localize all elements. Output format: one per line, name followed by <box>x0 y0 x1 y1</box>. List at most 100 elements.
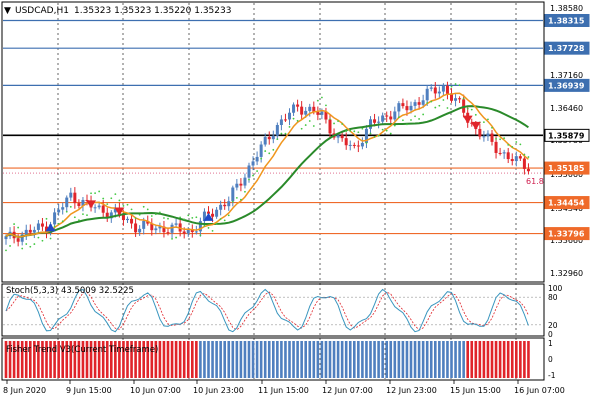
psar-dot <box>25 243 28 245</box>
trend-bar <box>219 341 222 378</box>
trend-bar <box>353 341 356 378</box>
psar-dot <box>276 138 279 141</box>
candle-body <box>373 119 377 123</box>
trend-bar <box>292 341 295 378</box>
trend-bar <box>413 341 417 378</box>
candle-body <box>385 115 389 117</box>
candle-body <box>126 218 129 221</box>
symbol-label: USDCAD,H1 <box>15 6 69 16</box>
candle-body <box>389 116 393 120</box>
candle-body <box>413 102 417 106</box>
psar-dot <box>349 129 352 132</box>
trend-bar <box>33 341 36 378</box>
psar-dot <box>260 157 263 160</box>
psar-dot <box>138 213 141 216</box>
collapse-arrow-icon[interactable]: ▼ <box>4 6 11 16</box>
trend-bar <box>8 341 12 378</box>
trend-bar <box>446 341 449 378</box>
trend-bar <box>434 341 437 378</box>
candle-body <box>142 220 146 229</box>
psar-dot <box>474 113 477 116</box>
stochastic-label: Stoch(5,3,3) 43.5009 32.5225 <box>6 286 134 296</box>
trend-bar <box>527 341 530 378</box>
psar-dot <box>523 153 526 156</box>
candle-body <box>450 93 453 101</box>
psar-dot <box>410 119 412 121</box>
trend-bar <box>316 341 320 378</box>
trend-bar <box>211 341 214 378</box>
candle-body <box>381 115 385 122</box>
trend-bar <box>29 341 32 378</box>
trend-bar <box>239 341 243 378</box>
candle-body <box>279 119 283 125</box>
psar-dot <box>353 130 356 133</box>
psar-dot <box>369 132 372 135</box>
trend-bar <box>405 341 409 378</box>
candle-body <box>263 136 267 145</box>
price-level-label: 1.36939 <box>548 81 585 90</box>
trend-bar <box>506 341 510 378</box>
trend-tick-label: -1 <box>548 371 556 380</box>
candle-body <box>57 209 61 213</box>
price-level-label: 1.33796 <box>548 230 585 239</box>
trend-bar <box>227 341 231 378</box>
candle-body <box>158 226 162 229</box>
candle-body <box>53 212 57 225</box>
psar-dot <box>73 216 76 219</box>
slow-ma-line <box>5 105 529 239</box>
candle-body <box>377 121 381 123</box>
trend-bar <box>393 341 397 378</box>
psar-dot <box>150 215 153 217</box>
psar-dot <box>223 219 226 222</box>
psar-dot <box>288 125 291 128</box>
trend-bar <box>267 341 271 378</box>
candle-body <box>45 226 48 233</box>
trend-bar <box>369 341 372 378</box>
trend-bar <box>389 341 393 378</box>
candle-body <box>150 223 154 231</box>
psar-dot <box>377 134 380 137</box>
candle-body <box>154 228 158 231</box>
candle-body <box>227 201 231 207</box>
candle-body <box>186 229 190 234</box>
psar-dot <box>446 107 449 109</box>
trend-tick-label: 1 <box>548 339 553 348</box>
psar-dot <box>252 174 254 177</box>
candle-body <box>518 156 522 159</box>
trend-bar <box>203 341 206 378</box>
psar-dot <box>17 226 20 229</box>
stochastic-pane[interactable] <box>1 283 545 337</box>
psar-dot <box>434 106 437 109</box>
candle-body <box>231 187 235 202</box>
psar-dot <box>491 126 493 129</box>
candle-body <box>97 205 101 208</box>
psar-dot <box>389 132 392 135</box>
trend-bar <box>272 341 275 378</box>
trend-bar <box>502 341 506 378</box>
psar-dot <box>321 96 323 99</box>
psar-dot <box>134 217 137 220</box>
trend-bar <box>381 341 384 378</box>
psar-dot <box>219 218 222 220</box>
candle-body <box>198 221 202 232</box>
psar-dot <box>86 214 88 217</box>
trend-bar <box>515 341 518 378</box>
candle-body <box>271 135 275 140</box>
time-tick-label: 12 Jun 23:00 <box>386 386 437 395</box>
candle-body <box>219 204 223 210</box>
candle-body <box>4 236 8 240</box>
psar-dot <box>102 197 105 200</box>
candle-body <box>146 220 150 224</box>
psar-dot <box>357 131 360 134</box>
psar-dot <box>483 121 485 124</box>
psar-dot <box>41 239 44 242</box>
time-tick-label: 15 Jun 15:00 <box>450 386 501 395</box>
psar-dot <box>361 127 364 130</box>
trend-bar <box>138 341 141 378</box>
trend-bar <box>158 341 162 378</box>
psar-dot <box>175 236 178 239</box>
trend-bar <box>154 341 158 378</box>
candle-body <box>405 106 409 111</box>
price-label-box <box>544 78 590 92</box>
